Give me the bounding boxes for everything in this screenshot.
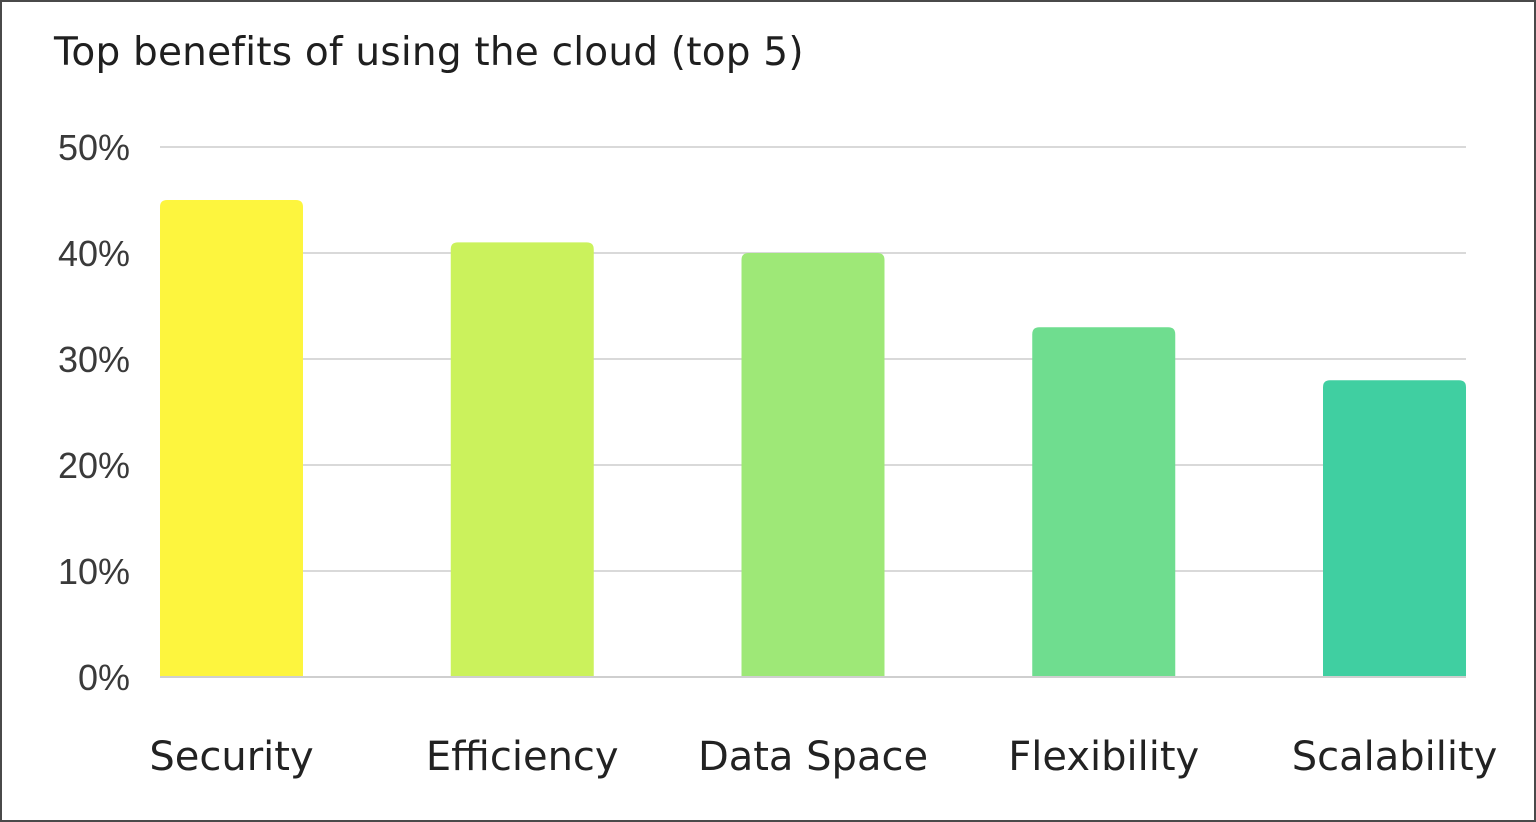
y-tick-label: 30%: [58, 339, 130, 380]
bar-data-space: [741, 253, 885, 677]
bar-security: [160, 200, 303, 677]
x-category-label: Flexibility: [1008, 734, 1199, 780]
y-tick-label: 0%: [78, 657, 130, 698]
bar-flexibility: [1032, 327, 1176, 677]
x-category-label: Security: [149, 734, 313, 780]
x-category-label: Efficiency: [426, 734, 619, 780]
x-category-label: Scalability: [1292, 734, 1498, 780]
bar-efficiency: [450, 242, 594, 677]
y-tick-label: 20%: [58, 445, 130, 486]
bar-scalability: [1323, 380, 1466, 677]
chart-title: Top benefits of using the cloud (top 5): [54, 30, 804, 75]
y-tick-label: 40%: [58, 233, 130, 274]
y-tick-label: 10%: [58, 551, 130, 592]
x-category-label: Data Space: [698, 734, 928, 780]
y-tick-label: 50%: [58, 127, 130, 168]
